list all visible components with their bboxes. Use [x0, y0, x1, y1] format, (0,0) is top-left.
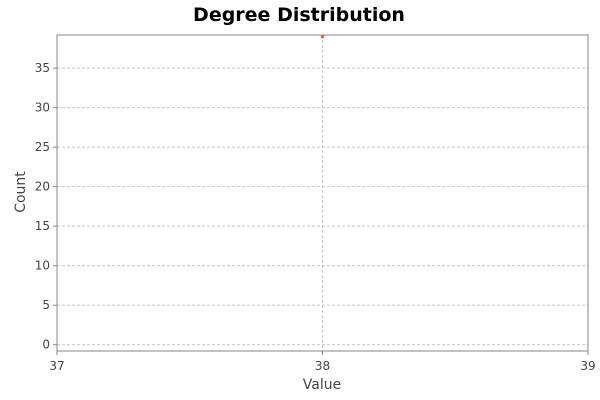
chart-title: Degree Distribution: [193, 4, 405, 26]
x-tick-label: 39: [580, 359, 595, 373]
y-axis-ticks: 0 5 10 15 20 25 30 35: [35, 61, 57, 352]
data-points: [321, 35, 324, 39]
y-tick-label: 35: [35, 61, 50, 75]
grid-lines: [57, 35, 588, 351]
x-axis-ticks: 37 38 39: [49, 351, 596, 373]
y-tick-label: 10: [35, 259, 50, 273]
x-tick-label: 38: [315, 359, 330, 373]
y-tick-label: 0: [42, 338, 50, 352]
data-point: [321, 35, 324, 39]
y-tick-label: 5: [42, 298, 50, 312]
y-tick-label: 25: [35, 140, 50, 154]
y-tick-label: 20: [35, 180, 50, 194]
x-tick-label: 37: [49, 359, 64, 373]
x-axis-label: Value: [303, 377, 341, 393]
y-axis-label: Count: [13, 171, 29, 213]
y-tick-label: 15: [35, 219, 50, 233]
y-tick-label: 30: [35, 101, 50, 115]
